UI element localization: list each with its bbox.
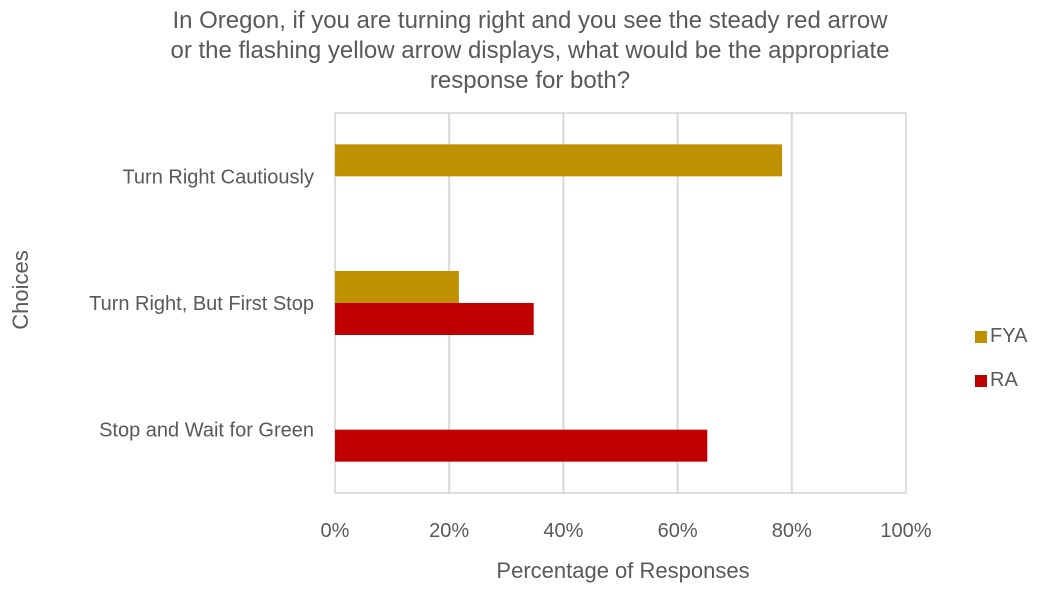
bar-ra [335,303,534,335]
y-tick-label: Turn Right Cautiously [122,166,314,188]
bar-ra [335,429,708,462]
bars [335,144,783,462]
y-axis-label: Choices [8,250,33,329]
chart-title-line: or the flashing yellow arrow displays, w… [170,37,889,64]
legend-label: RA [990,369,1018,391]
x-tick-label: 40% [543,520,583,542]
bar-fya [335,144,783,177]
chart-title-line: response for both? [430,67,630,94]
legend-swatch [975,375,987,387]
x-tick-label: 80% [772,520,812,542]
y-tick-labels: Turn Right Cautiously Turn Right, But Fir… [89,166,314,441]
legend-label: FYA [990,325,1028,347]
y-tick-label: Turn Right, But First Stop [89,293,314,315]
x-tick-labels: 0% 20% 40% 60% 80% 100% [321,520,932,542]
chart-title-line: In Oregon, if you are turning right and … [172,7,888,34]
x-tick-label: 60% [658,520,698,542]
x-tick-label: 0% [321,520,350,542]
x-tick-label: 100% [880,520,931,542]
y-tick-label: Stop and Wait for Green [99,420,314,442]
chart-title: In Oregon, if you are turning right and … [170,7,889,94]
x-axis-label: Percentage of Responses [496,558,749,583]
x-tick-label: 20% [429,520,469,542]
legend-swatch [975,331,987,343]
bar-fya [335,271,459,303]
legend: FYA RA [975,325,1028,391]
